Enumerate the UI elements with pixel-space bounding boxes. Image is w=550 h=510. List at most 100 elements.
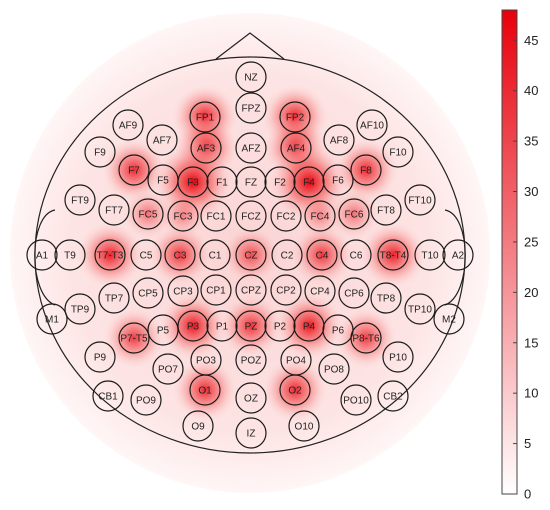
electrode-c1: C1 [199, 239, 231, 271]
electrode-label: PO9 [136, 396, 156, 407]
electrode-po10: PO10 [340, 384, 372, 416]
electrode-label: A1 [36, 251, 49, 262]
electrode-marker [64, 293, 96, 325]
electrode-o10: O10 [288, 410, 320, 442]
electrode-label: CZ [244, 251, 257, 262]
electrode-nz: NZ [235, 61, 267, 93]
electrode-label: TP8 [377, 294, 396, 305]
electrode-tp8: TP8 [370, 282, 402, 314]
electrode-marker [177, 166, 209, 198]
electrode-p7-t5: P7-T5 [118, 322, 150, 354]
electrode-marker [206, 310, 238, 342]
electrode-marker [293, 166, 325, 198]
electrode-marker [36, 303, 68, 335]
electrode-label: CP6 [344, 289, 364, 300]
electrode-marker [235, 310, 267, 342]
electrode-label: C4 [316, 251, 329, 262]
colorbar-tick-label: 45 [524, 33, 538, 48]
electrode-label: TP10 [408, 305, 432, 316]
electrode-af7: AF7 [146, 124, 178, 156]
electrode-marker [235, 61, 267, 93]
electrode-label: FC2 [277, 212, 296, 223]
electrode-marker [164, 239, 196, 271]
electrode-marker [279, 374, 311, 406]
heat-blob-cz [219, 223, 283, 287]
electrode-marker [280, 132, 312, 164]
electrode-label: F7 [128, 166, 140, 177]
electrode-label: F1 [216, 178, 228, 189]
electrode-marker [54, 239, 86, 271]
electrode-p2: P2 [264, 310, 296, 342]
electrode-marker [132, 277, 164, 309]
electrode-cb2: CB2 [377, 380, 409, 412]
electrode-f10: F10 [382, 136, 414, 168]
electrode-marker [235, 274, 267, 306]
electrode-c5: C5 [130, 239, 162, 271]
electrode-af4: AF4 [280, 132, 312, 164]
electrode-t9: T9 [54, 239, 86, 271]
electrode-label: FC4 [311, 212, 330, 223]
electrode-label: C5 [140, 251, 153, 262]
colorbar-tick-label: 30 [524, 184, 538, 199]
electrode-label: T8-T4 [380, 251, 407, 262]
electrode-label: FP2 [286, 113, 305, 124]
electrode-fc1: FC1 [200, 200, 232, 232]
electrode-marker [382, 341, 414, 373]
electrode-af9: AF9 [112, 109, 144, 141]
electrode-label: F5 [157, 176, 169, 187]
electrode-label: T7-T3 [97, 251, 124, 262]
electrode-marker [340, 239, 372, 271]
electrode-label: P4 [303, 322, 316, 333]
electrode-fc3: FC3 [167, 200, 199, 232]
electrode-marker [304, 275, 336, 307]
electrode-marker [200, 200, 232, 232]
electrode-label: C2 [281, 251, 294, 262]
electrode-po9: PO9 [130, 384, 162, 416]
electrode-marker [322, 164, 354, 196]
electrode-label: P6 [332, 326, 345, 337]
electrode-marker [235, 382, 267, 414]
electrode-label: CPZ [241, 286, 261, 297]
heat-blob-o2 [260, 355, 330, 425]
electrode-label: P10 [389, 353, 407, 364]
electrode-fc5: FC5 [132, 198, 164, 230]
electrode-marker [84, 136, 116, 168]
electrode-cp3: CP3 [167, 275, 199, 307]
heat-blob-c3 [146, 221, 214, 289]
electrode-label: C6 [350, 251, 363, 262]
electrode-marker [356, 109, 388, 141]
electrode-marker [404, 293, 436, 325]
electrode-label: T10 [421, 251, 439, 262]
electrode-marker [146, 124, 178, 156]
electrode-label: FC6 [345, 210, 364, 221]
electrode-cpz: CPZ [235, 274, 267, 306]
electrode-label: OZ [244, 394, 258, 405]
electrode-marker [177, 310, 209, 342]
electrode-label: CP2 [276, 286, 296, 297]
heat-blob-t7-t3 [74, 219, 146, 291]
head-outline [34, 32, 466, 454]
electrode-label: M2 [442, 315, 456, 326]
electrode-marker [64, 184, 96, 216]
electrode-t8-t4: T8-T4 [377, 239, 409, 271]
electrode-label: PO7 [158, 365, 178, 376]
electrode-marker [132, 198, 164, 230]
electrode-label: FPZ [242, 104, 261, 115]
electrode-po7: PO7 [152, 353, 184, 385]
electrode-marker [84, 341, 116, 373]
electrode-marker [338, 277, 370, 309]
electrode-af3: AF3 [190, 132, 222, 164]
heat-blob-c4 [288, 221, 356, 289]
heat-blob-pz [217, 292, 285, 360]
electrode-label: P7-T5 [120, 334, 148, 345]
electrode-cp5: CP5 [132, 277, 164, 309]
electrode-oz: OZ [235, 382, 267, 414]
electrode-marker [206, 166, 238, 198]
electrode-label: CP5 [138, 289, 158, 300]
electrode-f4: F4 [293, 166, 325, 198]
electrode-marker [118, 154, 150, 186]
electrode-label: TP9 [71, 305, 90, 316]
electrode-tp10: TP10 [404, 293, 436, 325]
electrode-fcz: FCZ [235, 200, 267, 232]
electrode-label: F8 [360, 166, 372, 177]
